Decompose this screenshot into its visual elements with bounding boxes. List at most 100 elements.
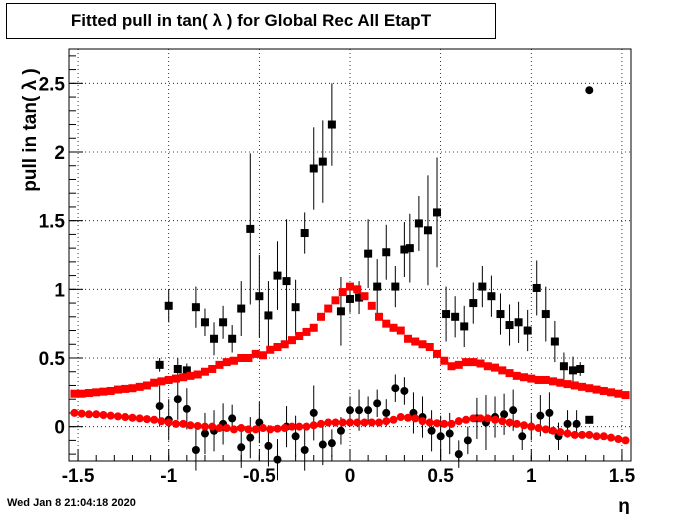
data-point (228, 334, 237, 343)
data-point (621, 391, 630, 400)
data-point (469, 299, 478, 308)
data-point (585, 430, 594, 439)
data-point (396, 413, 405, 422)
data-point (157, 417, 166, 426)
data-point (433, 349, 442, 358)
data-point (164, 301, 173, 310)
data-point (592, 432, 601, 441)
data-point (514, 318, 523, 327)
data-point (585, 384, 594, 393)
y-tick-label: 1.5 (39, 212, 66, 233)
data-point (462, 415, 471, 424)
data-point (295, 332, 304, 341)
data-point (418, 417, 427, 426)
data-point (287, 422, 296, 431)
series-3 (70, 408, 630, 445)
data-point (563, 380, 572, 389)
data-point (171, 419, 180, 428)
data-point (476, 414, 485, 423)
data-point (287, 336, 296, 345)
data-point (367, 301, 376, 310)
data-point (346, 294, 354, 303)
data-point (445, 429, 454, 438)
data-point (462, 358, 471, 367)
data-point (273, 271, 282, 280)
data-point (186, 371, 195, 380)
data-point (246, 224, 255, 233)
data-point (295, 422, 304, 431)
data-point (498, 366, 507, 375)
data-point (550, 337, 559, 346)
data-point (440, 356, 449, 365)
series-0 (155, 83, 594, 424)
data-point (469, 358, 478, 367)
data-point (355, 293, 364, 302)
data-point (273, 343, 282, 352)
data-point (208, 422, 217, 431)
data-point (353, 285, 362, 294)
data-point (173, 395, 182, 404)
data-point (496, 310, 505, 319)
data-marks (70, 83, 630, 481)
data-point (193, 370, 202, 379)
data-point (483, 362, 492, 371)
data-point (327, 120, 336, 129)
data-point (364, 249, 373, 258)
data-point (355, 406, 364, 415)
data-point (331, 296, 340, 305)
data-point (534, 375, 543, 384)
data-point (423, 226, 432, 235)
data-point (400, 245, 409, 254)
x-tick-label: 1 (526, 466, 537, 487)
data-point (222, 358, 231, 367)
data-point (164, 375, 173, 384)
data-point (520, 421, 529, 430)
chart-title: Fitted pull in tan( λ ) for Global Rec A… (6, 3, 496, 39)
data-point (585, 415, 594, 424)
data-point (520, 373, 529, 382)
data-point (447, 419, 456, 428)
x-tick-label: 1.5 (609, 466, 636, 487)
data-point (411, 337, 420, 346)
data-point (215, 360, 224, 369)
data-point (273, 455, 282, 464)
x-tick-label: -1.5 (62, 466, 95, 487)
data-point (157, 377, 166, 386)
data-point (500, 410, 509, 419)
data-point (532, 283, 541, 292)
data-point (360, 292, 369, 301)
data-point (545, 408, 554, 417)
data-point (404, 413, 413, 422)
data-point (585, 86, 594, 95)
data-point (391, 384, 400, 393)
data-point (179, 419, 188, 428)
data-point (186, 421, 195, 430)
data-point (505, 321, 514, 330)
data-point (318, 157, 327, 166)
x-tick-label: -0.5 (243, 466, 276, 487)
data-point (346, 282, 354, 291)
data-point (518, 432, 527, 441)
data-point (273, 424, 282, 433)
data-point (541, 310, 550, 319)
data-point (264, 441, 273, 450)
data-point (155, 402, 164, 411)
axis-ticks (69, 55, 623, 461)
data-point (505, 418, 514, 427)
data-point (454, 417, 463, 426)
data-point (476, 359, 485, 368)
y-tick-label: 1 (54, 280, 65, 301)
data-point (411, 414, 420, 423)
data-point (478, 282, 487, 291)
data-point (405, 244, 414, 253)
data-point (570, 381, 579, 390)
data-point (255, 292, 264, 301)
data-point (364, 406, 373, 415)
data-point (373, 399, 382, 408)
data-point (607, 388, 616, 397)
y-tick-label: 2 (54, 143, 65, 164)
y-tick-label: 0 (54, 418, 65, 439)
data-point (463, 436, 472, 445)
data-point (106, 411, 115, 420)
data-point (433, 208, 442, 217)
